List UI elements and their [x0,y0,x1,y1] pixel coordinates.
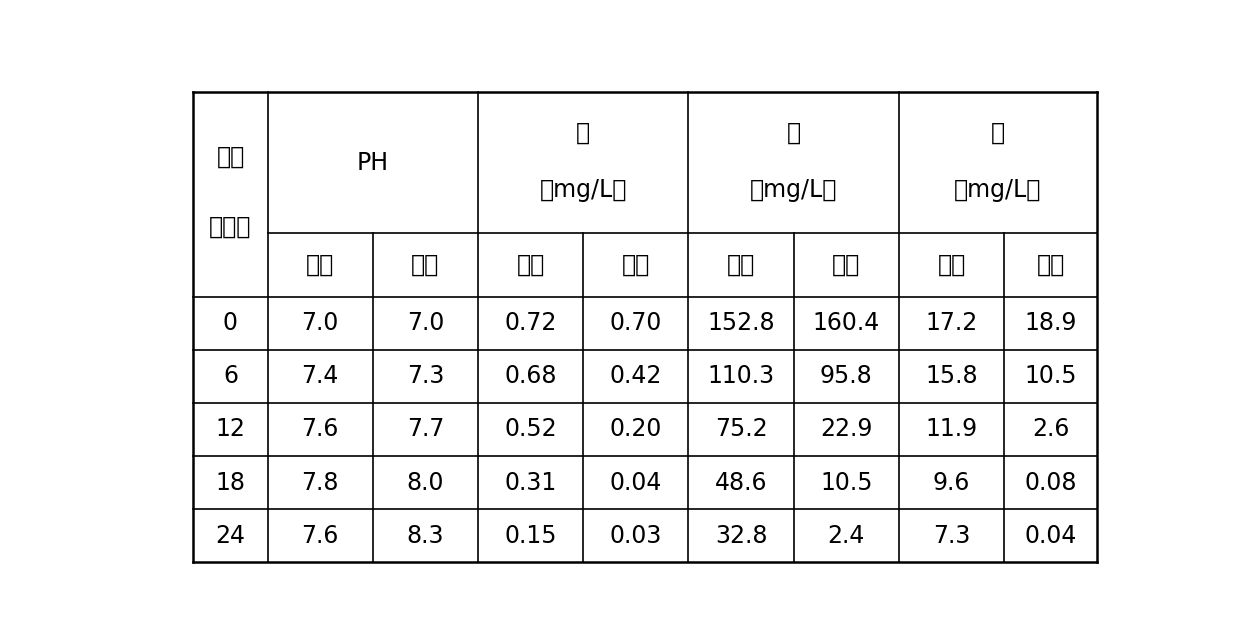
Text: 锌: 锌 [786,121,801,145]
Text: 24: 24 [216,524,246,548]
Text: 对照: 对照 [727,253,755,277]
Text: 6: 6 [223,365,238,388]
Text: 对照: 对照 [937,253,966,277]
Text: 镉: 镉 [991,121,1004,145]
Text: 铅: 铅 [577,121,590,145]
Text: 时间: 时间 [216,145,244,169]
Text: 对照: 对照 [306,253,335,277]
Text: 22.9: 22.9 [820,417,873,442]
Text: 8.3: 8.3 [407,524,444,548]
Text: 0.52: 0.52 [505,417,557,442]
Text: 0.20: 0.20 [610,417,662,442]
Text: 152.8: 152.8 [707,311,775,335]
Text: 2.6: 2.6 [1032,417,1069,442]
Text: 7.3: 7.3 [407,365,444,388]
Text: 2.4: 2.4 [827,524,866,548]
Text: 0: 0 [223,311,238,335]
Text: 95.8: 95.8 [820,365,873,388]
Text: 12: 12 [216,417,246,442]
Text: 7.8: 7.8 [301,471,339,494]
Text: 75.2: 75.2 [714,417,768,442]
Text: 15.8: 15.8 [925,365,978,388]
Text: 0.04: 0.04 [1024,524,1076,548]
Text: 10.5: 10.5 [820,471,873,494]
Text: 0.31: 0.31 [505,471,557,494]
Text: 0.03: 0.03 [610,524,662,548]
Text: 修复: 修复 [832,253,861,277]
Text: 7.7: 7.7 [407,417,444,442]
Text: 0.72: 0.72 [505,311,557,335]
Text: 0.70: 0.70 [610,311,662,335]
Text: （天）: （天） [210,215,252,239]
Text: 0.15: 0.15 [505,524,557,548]
Text: 修复: 修复 [412,253,439,277]
Text: 0.08: 0.08 [1024,471,1076,494]
Text: 0.68: 0.68 [505,365,557,388]
Text: PH: PH [357,150,389,174]
Text: 9.6: 9.6 [932,471,970,494]
Text: 7.0: 7.0 [301,311,339,335]
Text: 0.04: 0.04 [610,471,662,494]
Text: （mg/L）: （mg/L） [539,178,627,202]
Text: 18.9: 18.9 [1024,311,1076,335]
Text: 7.6: 7.6 [301,524,339,548]
Text: 32.8: 32.8 [714,524,768,548]
Text: 0.42: 0.42 [610,365,662,388]
Text: 修复: 修复 [1037,253,1065,277]
Text: 8.0: 8.0 [407,471,444,494]
Text: 11.9: 11.9 [925,417,977,442]
Text: 7.0: 7.0 [407,311,444,335]
Text: 对照: 对照 [517,253,544,277]
Text: 160.4: 160.4 [812,311,880,335]
Text: 7.6: 7.6 [301,417,339,442]
Text: （mg/L）: （mg/L） [954,178,1042,202]
Text: 10.5: 10.5 [1024,365,1076,388]
Text: 48.6: 48.6 [714,471,768,494]
Text: 110.3: 110.3 [708,365,775,388]
Text: 7.3: 7.3 [932,524,970,548]
Text: 18: 18 [216,471,246,494]
Text: 7.4: 7.4 [301,365,339,388]
Text: 修复: 修复 [621,253,650,277]
Text: 17.2: 17.2 [925,311,977,335]
Text: （mg/L）: （mg/L） [750,178,837,202]
